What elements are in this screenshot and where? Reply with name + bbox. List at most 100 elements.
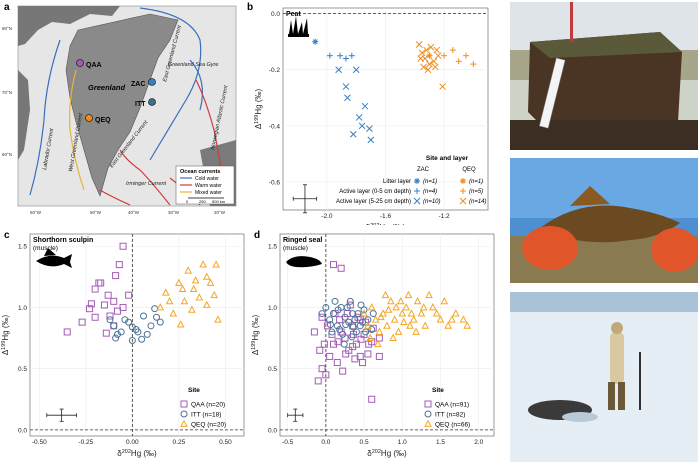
data-point-itt <box>326 321 334 329</box>
data-point-itt <box>334 306 342 314</box>
data-point-qaa <box>100 301 108 309</box>
data-point-qaa <box>356 352 364 360</box>
data-point-qaa <box>318 313 326 321</box>
data-point-qeq <box>364 321 372 329</box>
data-point-qeq-active-0-5 <box>441 52 448 59</box>
legend-marker-triangle <box>180 419 188 427</box>
data-point-qaa <box>95 279 103 287</box>
data-point-qaa <box>63 328 71 336</box>
data-point-qeq-active-5-25 <box>423 46 430 54</box>
data-point-zac-active-5-25 <box>335 66 342 74</box>
legend-col-zac: ZAC <box>417 167 430 173</box>
legend-marker-zac <box>414 178 420 184</box>
legend-row-label: ITT (n=82) <box>435 412 465 419</box>
data-point-qeq <box>407 309 416 317</box>
data-point-itt <box>360 306 368 314</box>
data-point-qeq <box>165 296 174 305</box>
y-axis-label: Δ199Hg (‰) <box>251 315 260 356</box>
legend-row-label: QEQ (n=66) <box>435 422 470 429</box>
data-point-qaa <box>86 305 94 313</box>
site-qaa-marker <box>76 59 84 67</box>
x-tick-label: 1.5 <box>436 439 445 446</box>
scale-0: 0 <box>186 199 189 204</box>
data-point-qeq <box>398 309 407 317</box>
data-point-qeq <box>404 290 413 299</box>
data-point-itt <box>340 340 348 348</box>
data-point-itt <box>346 297 354 305</box>
data-point-itt <box>351 316 359 324</box>
data-point-qeq <box>360 309 368 317</box>
x-tick-label: 1.0 <box>398 439 407 446</box>
current-label-irminger: Irminger Current <box>126 181 167 187</box>
data-point-qaa <box>106 312 114 320</box>
data-point-qeq <box>162 288 170 296</box>
y-axis-label: Δ199Hg (‰) <box>1 315 10 356</box>
data-point-qeq-active-0-5 <box>470 61 477 68</box>
data-point-itt <box>147 322 155 330</box>
legend-col-qeq: QEQ <box>462 167 476 173</box>
scale-250: 250 <box>199 199 206 204</box>
y-tick-label: 1.0 <box>18 305 27 312</box>
data-point-qeq <box>202 272 211 280</box>
lat-label-70: 70°N <box>2 90 12 95</box>
chart-title: Shorthorn sculpin <box>33 237 93 244</box>
site-qeq-label: QEQ <box>95 117 111 124</box>
data-point-qeq <box>394 327 403 335</box>
seal-scatter-chart: -0.5 0.0 0.5 1.0 1.5 2.0 0.0 0.5 1.0 1.5 δ202Hg (‰… <box>251 233 495 458</box>
y-tick-label: 0.0 <box>18 427 27 434</box>
map-legend: Ocean currents Cold water Warm water Mix… <box>175 165 235 205</box>
mixed-currents <box>69 69 85 191</box>
data-point-itt <box>328 328 336 336</box>
data-point-qeq-active-5-25 <box>421 55 429 62</box>
panel-label-b: b <box>247 2 254 13</box>
data-point-qeq-active-0-5 <box>463 52 470 59</box>
data-point-qaa <box>119 303 127 311</box>
data-point-qaa <box>320 340 328 348</box>
data-point-itt <box>336 325 344 333</box>
legend-marker-circle <box>180 410 188 418</box>
y-tick-label: 1.5 <box>18 244 27 251</box>
data-point-itt <box>354 310 362 318</box>
site-itt-label: ITT <box>135 101 146 108</box>
data-point-qeq <box>448 315 456 323</box>
site-zac-marker <box>148 78 156 86</box>
lat-label-80: 80°N <box>2 26 12 31</box>
lon-label-20: 20°W <box>214 210 226 215</box>
data-point-qaa <box>113 307 121 315</box>
data-point-qaa <box>119 242 127 250</box>
data-point-qeq <box>421 321 430 329</box>
sculpin-photo <box>510 158 698 283</box>
data-point-qeq <box>156 303 165 311</box>
data-point-qaa <box>318 365 326 373</box>
data-point-itt <box>343 303 351 311</box>
x-tick-label: -1.2 <box>438 213 450 220</box>
data-point-qeq-active-5-25 <box>439 83 446 90</box>
y-tick-label: 1.0 <box>268 305 277 312</box>
data-point-qeq-active-5-25 <box>434 52 442 60</box>
error-bar <box>287 408 304 422</box>
data-point-qaa <box>351 355 359 363</box>
legend-marker-square <box>424 400 432 408</box>
data-point-qaa <box>115 261 123 269</box>
data-point-qeq <box>377 312 385 321</box>
data-point-qeq <box>195 293 204 301</box>
data-point-qeq <box>406 321 414 329</box>
data-point-zac-active-5-25 <box>367 136 375 144</box>
data-point-itt <box>356 322 364 330</box>
chart-d-panel: d -0.5 0.0 0.5 1.0 1.5 2.0 0.0 0.5 1.0 1.5 δ202Hg … <box>250 228 498 466</box>
data-point-qeq <box>390 315 399 323</box>
data-point-qeq <box>199 260 207 268</box>
data-point-zac-active-0-5 <box>348 52 355 59</box>
peat-scatter-chart: -2.0 -1.6 -1.2 0.0 -0.2 -0.4 -0.6 δ202Hg (‰) Δ19… <box>254 7 489 225</box>
data-point-zac-litter <box>312 38 319 45</box>
data-point-qeq <box>432 309 441 317</box>
data-point-qeq <box>402 303 410 311</box>
x-tick-label: -0.5 <box>282 439 294 446</box>
data-point-itt <box>318 310 326 318</box>
panel-label-a: a <box>4 2 10 13</box>
data-point-qeq <box>169 309 178 317</box>
legend-n-zac: (n=10) <box>423 199 441 205</box>
greenland-landmass <box>65 13 179 197</box>
y-axis-label: Δ199Hg (‰) <box>254 89 263 130</box>
data-point-itt <box>140 312 148 320</box>
